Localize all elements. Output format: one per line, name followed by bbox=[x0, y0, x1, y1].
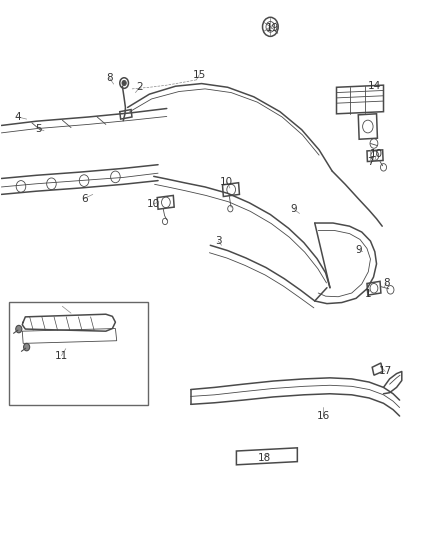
Text: 15: 15 bbox=[193, 70, 206, 79]
Text: 9: 9 bbox=[355, 245, 362, 255]
Text: 9: 9 bbox=[290, 204, 297, 214]
Text: 6: 6 bbox=[81, 193, 88, 204]
Text: 10: 10 bbox=[147, 199, 160, 209]
Text: 8: 8 bbox=[383, 278, 390, 288]
Text: 10: 10 bbox=[220, 176, 233, 187]
Text: 19: 19 bbox=[265, 23, 279, 34]
Text: 7: 7 bbox=[367, 157, 374, 166]
Text: 2: 2 bbox=[137, 82, 143, 92]
Text: 1: 1 bbox=[364, 289, 371, 299]
Circle shape bbox=[24, 343, 30, 351]
Text: 3: 3 bbox=[215, 236, 222, 246]
Text: 17: 17 bbox=[378, 367, 392, 376]
Text: 5: 5 bbox=[35, 124, 42, 134]
Text: 8: 8 bbox=[106, 72, 113, 83]
Text: 10: 10 bbox=[370, 149, 383, 159]
Text: 4: 4 bbox=[14, 112, 21, 122]
Text: 18: 18 bbox=[258, 454, 271, 463]
Text: 14: 14 bbox=[368, 81, 381, 91]
Circle shape bbox=[122, 80, 126, 86]
Circle shape bbox=[16, 325, 22, 333]
Text: 16: 16 bbox=[317, 411, 330, 421]
Text: 11: 11 bbox=[55, 351, 68, 361]
